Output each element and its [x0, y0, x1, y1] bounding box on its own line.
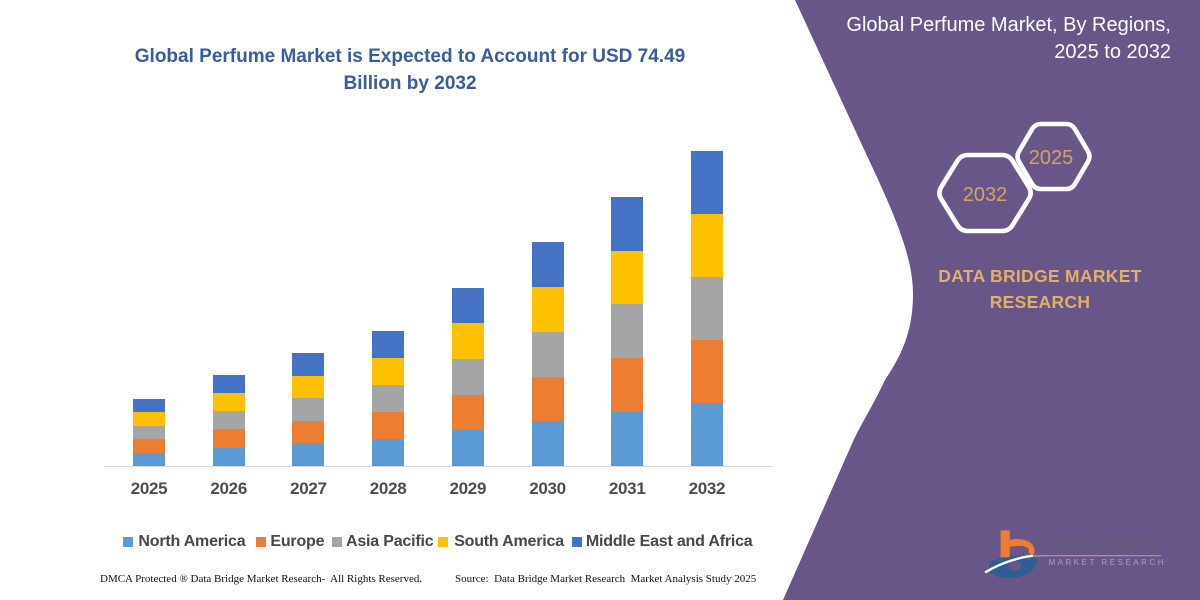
- svg-text:DATA BRIDGE: DATA BRIDGE: [1048, 534, 1161, 558]
- svg-text:MARKET RESEARCH: MARKET RESEARCH: [1049, 558, 1164, 567]
